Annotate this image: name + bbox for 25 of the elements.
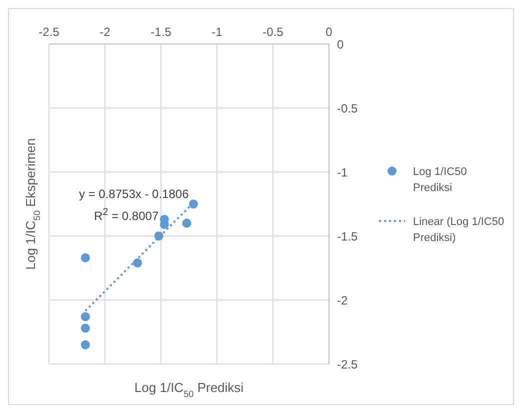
x-axis-title: Log 1/IC$_{50}$ Prediksi — [134, 380, 244, 399]
annotation: y = 0.8753x - 0.1806 — [79, 187, 189, 201]
x-tick-label: -0.5 — [262, 25, 284, 39]
y-tick-label: -1 — [337, 165, 348, 180]
point — [132, 258, 142, 268]
x-tick-label: 0 — [326, 25, 333, 39]
annotation: R$^{2}$ = 0.8007 — [94, 207, 159, 223]
x-tick-label: -2 — [100, 25, 111, 39]
x-tick-label: -1 — [212, 25, 223, 39]
point — [80, 312, 90, 322]
point — [182, 218, 192, 228]
y-tick-label: -1.5 — [337, 229, 358, 244]
y-tick-label: 0 — [337, 37, 344, 52]
x-tick-label: -2.5 — [38, 25, 60, 39]
x-tick-label: -1.5 — [150, 25, 172, 39]
y-tick-label: -2 — [337, 293, 348, 308]
point — [188, 199, 198, 209]
legend-label: Log 1/IC50 Prediksi — [413, 165, 468, 196]
y-tick-label: -2.5 — [337, 357, 358, 372]
point — [154, 231, 164, 241]
point — [80, 340, 90, 350]
point — [80, 324, 90, 333]
legend-label: Linear (Log 1/IC50 Prediksi) — [413, 215, 506, 246]
y-tick-label: -0.5 — [337, 101, 358, 116]
point — [80, 253, 90, 262]
